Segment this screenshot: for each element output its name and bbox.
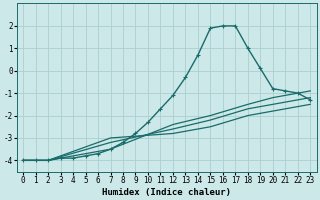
X-axis label: Humidex (Indice chaleur): Humidex (Indice chaleur) xyxy=(102,188,231,197)
